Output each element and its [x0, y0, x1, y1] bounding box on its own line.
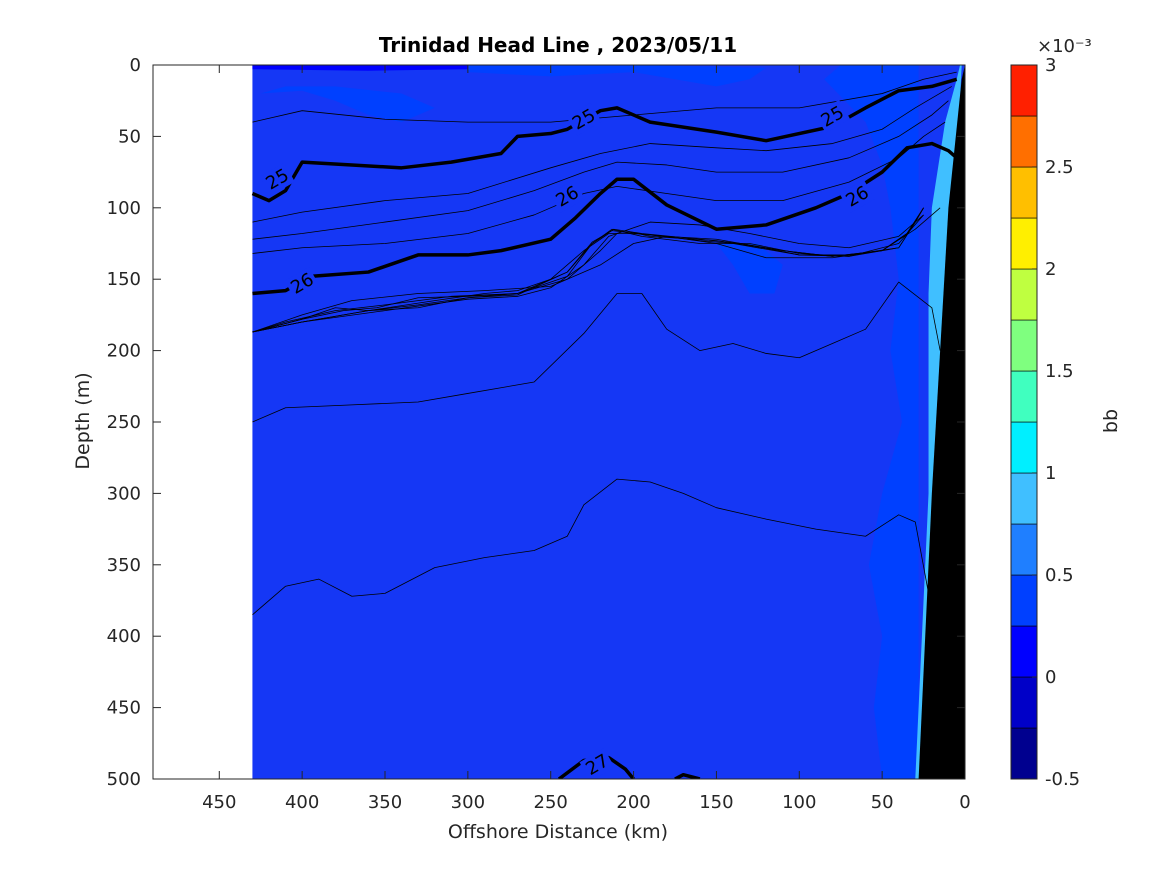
contour-label-bg-5-0: [284, 266, 320, 301]
contour-line-25-6-3: [252, 100, 949, 240]
contour-line-27-13: [252, 281, 941, 423]
contour-line-26-5: [252, 141, 958, 296]
colorbar-swatch: [1010, 574, 1038, 627]
x-tick-label: 50: [871, 792, 894, 813]
bathymetry-shelf: [918, 65, 965, 779]
colorbar-swatch: [1010, 64, 1038, 117]
colorbar-swatch: [1010, 472, 1038, 525]
x-axis: 450 400 350 300 250 200 150 100 50 0: [202, 65, 971, 813]
y-tick-label: 450: [107, 698, 141, 719]
contour-label-bg-1-2: [814, 99, 851, 133]
colorbar-swatch: [1010, 319, 1038, 372]
colorbar-tick-label: 0: [1045, 667, 1056, 688]
colorbar-tick-label: 2.5: [1045, 157, 1074, 178]
y-tick-label: 150: [107, 269, 141, 290]
colorbar-swatch: [1010, 268, 1038, 321]
contour-line-27-1-14: [252, 478, 929, 616]
x-tick-label: 0: [959, 792, 970, 813]
chart-title: Trinidad Head Line , 2023/05/11: [379, 33, 737, 57]
colorbar-tick-label: 3: [1045, 55, 1056, 76]
contour-label-bg-5-1: [549, 179, 585, 213]
contour-label-bg-1-1: [566, 102, 602, 136]
field-background: [252, 65, 965, 779]
y-axis-label: Depth (m): [72, 372, 94, 469]
colorbar-tick-label: 0.5: [1045, 565, 1074, 586]
y-tick-label: 0: [130, 55, 141, 76]
x-axis-label: Offshore Distance (km): [448, 821, 668, 843]
contour-line-27-16: [674, 772, 701, 779]
contour-line-26-4-7: [252, 214, 924, 333]
colorbar: -0.5 0 0.5 1 1.5 2 2.5 3: [1010, 55, 1080, 790]
patch-upper-patch-c: [716, 243, 783, 294]
colorbar-swatch: [1010, 370, 1038, 423]
y-tick-label: 100: [107, 198, 141, 219]
colorbar-swatch: [1010, 676, 1038, 729]
x-tick-label: 400: [285, 792, 319, 813]
y-tick-label: 50: [118, 126, 141, 147]
x-tick-label: 350: [368, 792, 402, 813]
contour-line-26-2-6: [252, 207, 941, 333]
y-tick-label: 350: [107, 555, 141, 576]
x-tick-label: 200: [616, 792, 650, 813]
y-tick-label: 250: [107, 412, 141, 433]
colorbar-tick-label: -0.5: [1045, 769, 1080, 790]
y-axis: 0 50 100 150 200 250 300 350 400 450 500: [107, 55, 965, 790]
contour-label-bg-1-0: [259, 162, 295, 196]
colorbar-swatch: [1010, 727, 1038, 780]
contour-line-25-1: [251, 77, 958, 203]
x-tick-label: 150: [699, 792, 733, 813]
colorbar-swatch: [1010, 523, 1038, 576]
contour-line-25-3-2: [252, 86, 952, 223]
y-tick-label: 200: [107, 341, 141, 362]
colorbar-swatch: [1010, 625, 1038, 678]
colorbar-swatch: [1010, 115, 1038, 168]
colorbar-tick-label: 1.5: [1045, 361, 1074, 382]
x-tick-label: 100: [782, 792, 816, 813]
patch-surface-high-bb: [252, 65, 468, 71]
contour-line-26-8-10: [252, 207, 924, 333]
colorbar-tick-label: 1: [1045, 463, 1056, 484]
y-tick-label: 500: [107, 769, 141, 790]
colorbar-swatch: [1010, 421, 1038, 474]
colorbar-tick-label: 2: [1045, 259, 1056, 280]
patch-nearshore-band: [824, 65, 919, 779]
x-tick-label: 300: [451, 792, 485, 813]
y-tick-label: 400: [107, 626, 141, 647]
colorbar-swatch: [1010, 166, 1038, 219]
x-tick-label: 450: [202, 792, 236, 813]
contour-line-26-95-12: [252, 207, 924, 333]
colorbar-multiplier: ×10⁻³: [1037, 36, 1092, 57]
colorbar-label: bb: [1100, 409, 1122, 433]
x-tick-label: 250: [534, 792, 568, 813]
y-tick-label: 300: [107, 483, 141, 504]
patch-upper-patch-a: [260, 86, 435, 123]
colorbar-frame: [1010, 64, 1038, 780]
contour-label-bg-5-2: [839, 179, 875, 213]
contour-label-bg-15-0: [579, 748, 615, 779]
patch-upper-patch-b: [467, 65, 767, 87]
colorbar-swatch: [1010, 217, 1038, 270]
